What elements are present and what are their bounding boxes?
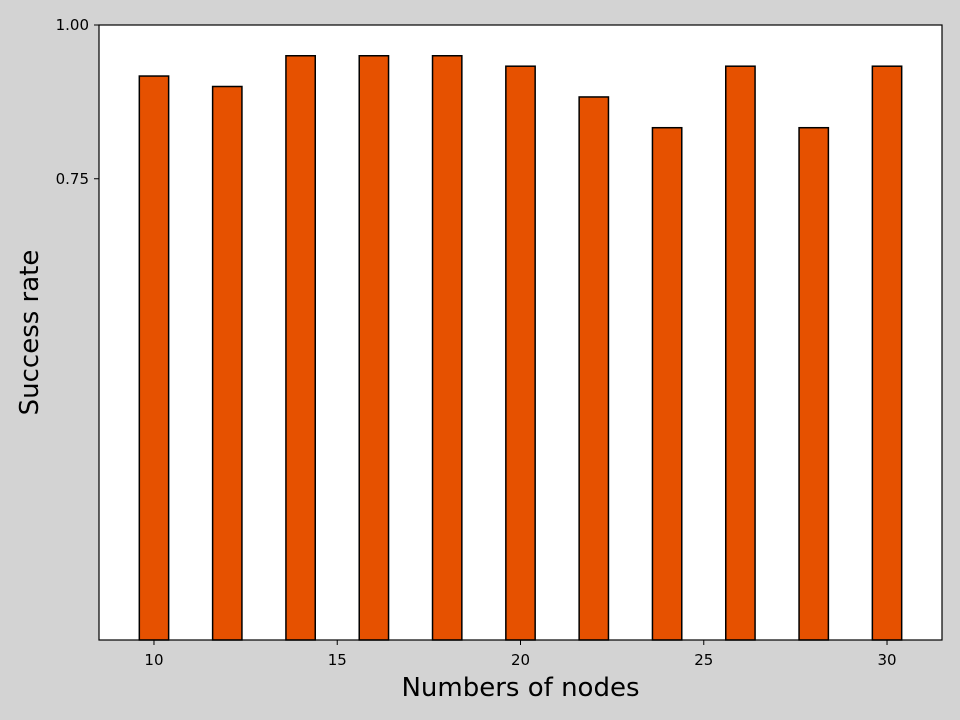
bar-24	[651, 126, 683, 641]
y-axis-title: Success rate	[15, 250, 45, 416]
x-tick-label: 20	[511, 651, 530, 669]
bar-18	[431, 55, 463, 641]
bar-14	[285, 55, 316, 641]
y-axis-ticks: 0.75 1.00	[56, 16, 99, 188]
x-axis-title: Numbers of nodes	[401, 673, 639, 703]
x-tick-label: 15	[328, 651, 347, 669]
x-tick-label: 10	[144, 651, 163, 669]
bar-26	[725, 65, 756, 641]
bar-16	[358, 55, 390, 641]
bar-22	[578, 96, 610, 641]
bar-10	[138, 75, 170, 641]
bar-20	[505, 65, 536, 641]
y-tick-label: 1.00	[56, 16, 89, 34]
x-axis-ticks: 10 15 20 25 30	[144, 640, 897, 669]
bar-30	[871, 65, 903, 641]
bar-28	[798, 126, 830, 641]
x-tick-label: 30	[877, 651, 896, 669]
bars-group	[138, 55, 903, 641]
y-tick-label: 0.75	[56, 170, 89, 188]
x-tick-label: 25	[694, 651, 713, 669]
bar-12	[211, 85, 243, 641]
